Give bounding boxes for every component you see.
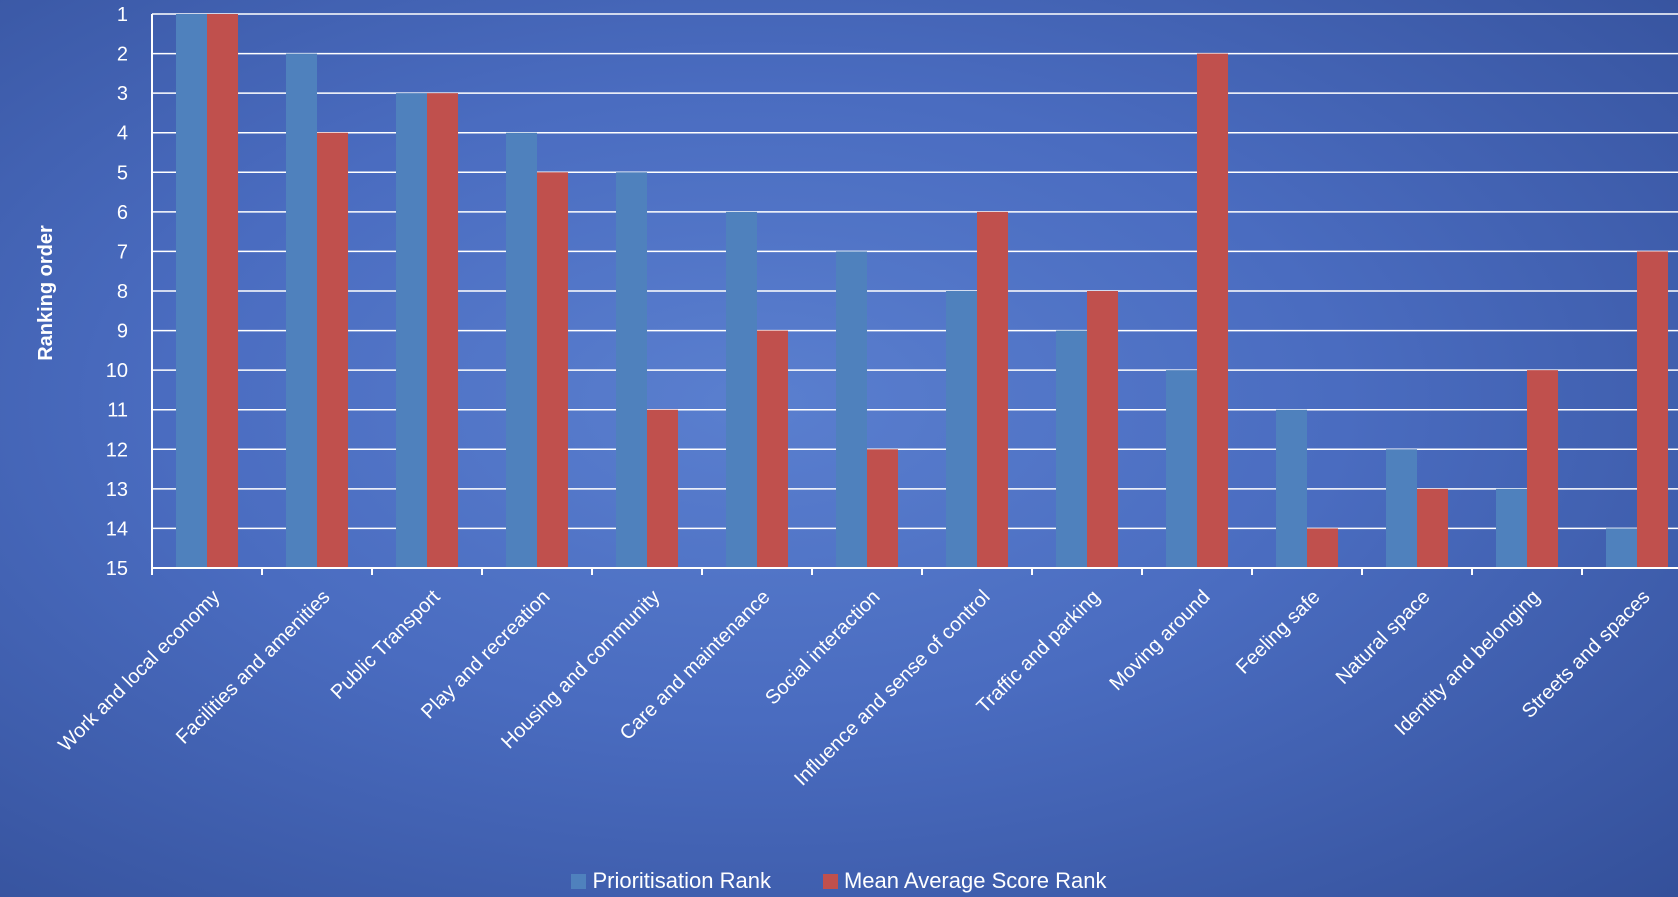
bar-prioritisation bbox=[1056, 330, 1087, 568]
bar-prioritisation bbox=[726, 211, 757, 568]
legend-item-prioritisation: Prioritisation Rank bbox=[571, 868, 771, 894]
x-tick-label: Natural space bbox=[1332, 586, 1435, 689]
y-tick-label: 14 bbox=[106, 518, 128, 540]
legend-item-mean-average: Mean Average Score Rank bbox=[822, 868, 1107, 894]
y-tick-label: 6 bbox=[117, 202, 128, 224]
x-tick-label: Social interaction bbox=[761, 586, 884, 709]
bar-mean-average bbox=[1197, 53, 1228, 569]
bar-mean-average bbox=[1307, 528, 1338, 568]
gridlines bbox=[152, 13, 1678, 569]
y-tick-label: 13 bbox=[106, 479, 128, 501]
y-tick-label: 7 bbox=[117, 241, 128, 263]
bar-prioritisation bbox=[1386, 449, 1417, 568]
bar-prioritisation bbox=[616, 172, 647, 569]
bar-mean-average bbox=[427, 93, 458, 569]
y-tick-label: 9 bbox=[117, 321, 128, 343]
x-tick-label: Influence and sense of control bbox=[790, 586, 994, 790]
y-tick-label: 3 bbox=[117, 83, 128, 105]
x-tick-label: Public Transport bbox=[327, 586, 445, 704]
bar-prioritisation bbox=[286, 53, 317, 569]
bar-mean-average bbox=[1417, 488, 1448, 568]
bar-mean-average bbox=[1637, 251, 1668, 568]
bar-prioritisation bbox=[1606, 528, 1637, 568]
bar-prioritisation bbox=[176, 14, 207, 568]
bar-prioritisation bbox=[1496, 488, 1527, 568]
legend-swatch-mean-average bbox=[822, 873, 838, 889]
bar-prioritisation bbox=[946, 291, 977, 568]
axes bbox=[151, 14, 1678, 575]
x-tick-label: Feeling safe bbox=[1232, 586, 1325, 679]
x-tick-label: Moving around bbox=[1105, 586, 1214, 695]
legend-label-mean-average: Mean Average Score Rank bbox=[843, 868, 1107, 893]
y-tick-label: 10 bbox=[106, 360, 128, 382]
bar-mean-average bbox=[647, 409, 678, 568]
bar-mean-average bbox=[1527, 370, 1558, 568]
y-axis-label: Ranking order bbox=[35, 225, 57, 361]
bar-prioritisation bbox=[1166, 370, 1197, 568]
bar-mean-average bbox=[317, 132, 348, 568]
y-tick-label: 12 bbox=[106, 439, 128, 461]
bar-prioritisation bbox=[396, 93, 427, 569]
bar-mean-average bbox=[867, 449, 898, 568]
y-tick-label: 2 bbox=[117, 44, 128, 66]
y-tick-label: 5 bbox=[117, 162, 128, 184]
bar-prioritisation bbox=[836, 251, 867, 568]
y-tick-label: 8 bbox=[117, 281, 128, 303]
bar-mean-average bbox=[537, 172, 568, 569]
y-tick-label: 15 bbox=[106, 558, 128, 580]
legend-label-prioritisation: Prioritisation Rank bbox=[592, 868, 771, 893]
bar-prioritisation bbox=[506, 132, 537, 568]
bar-mean-average bbox=[207, 14, 238, 568]
bar-mean-average bbox=[757, 330, 788, 568]
legend: Prioritisation Rank Mean Average Score R… bbox=[0, 868, 1678, 894]
bar-mean-average bbox=[1087, 291, 1118, 568]
y-tick-label: 4 bbox=[117, 123, 128, 145]
legend-swatch-prioritisation bbox=[571, 873, 587, 889]
x-tick-label: Traffic and parking bbox=[973, 586, 1105, 718]
y-tick-label: 11 bbox=[107, 400, 128, 422]
bars bbox=[176, 14, 1668, 569]
y-tick-label: 1 bbox=[117, 4, 128, 26]
bar-mean-average bbox=[977, 211, 1008, 568]
bar-prioritisation bbox=[1276, 409, 1307, 568]
